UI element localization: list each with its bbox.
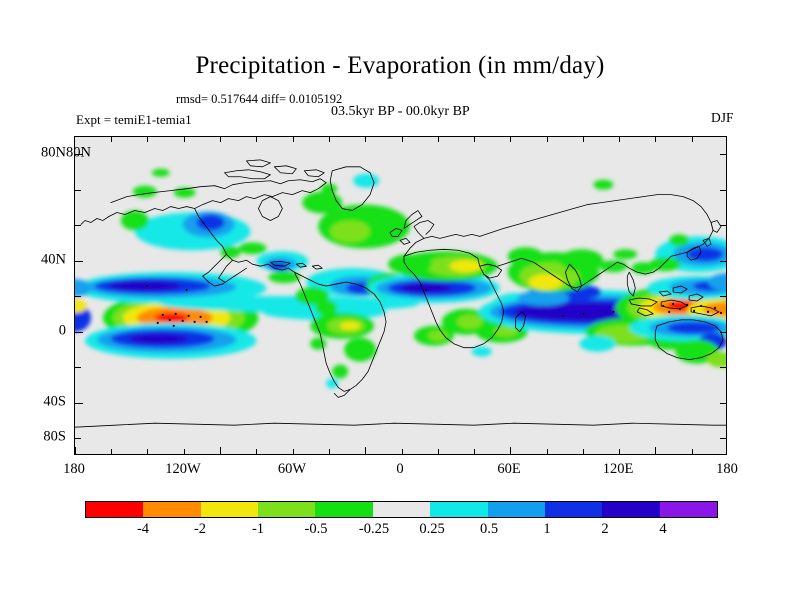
y-tick-right xyxy=(720,154,726,155)
y-tick-right xyxy=(720,438,726,439)
x-tick-top xyxy=(655,137,656,142)
x-tick-minor xyxy=(438,449,439,454)
colorbar-tick-label: -4 xyxy=(136,521,150,537)
x-tick-minor xyxy=(583,449,584,454)
y-tick-major xyxy=(75,154,83,155)
x-tick-top xyxy=(402,137,403,142)
experiment-annotation: Expt = temiE1-temia1 xyxy=(76,112,192,127)
colorbar-band xyxy=(659,502,717,517)
x-tick-minor xyxy=(547,449,548,454)
colorbar-band xyxy=(200,502,259,517)
y-tick-minor xyxy=(75,190,81,191)
y-tick-right xyxy=(720,261,726,262)
x-tick-top xyxy=(147,137,148,142)
x-tick-top xyxy=(184,137,185,142)
colorbar-tick-label: 0.25 xyxy=(419,521,445,537)
season-annotation: DJF xyxy=(711,110,734,125)
y-tick-right xyxy=(720,367,726,368)
x-tick-top xyxy=(293,137,294,142)
y-tick-major xyxy=(75,332,83,333)
x-tick-minor xyxy=(147,449,148,454)
y-tick-major xyxy=(75,403,83,404)
colorbar-band xyxy=(430,502,488,517)
colorbar-band xyxy=(315,502,373,517)
x-axis-label: 120W xyxy=(165,461,201,477)
map-plot-area xyxy=(74,136,727,455)
colorbar xyxy=(85,501,718,518)
x-axis-label: 180 xyxy=(716,461,738,477)
x-axis-label: 0 xyxy=(396,461,404,477)
colorbar-tick-label: -1 xyxy=(251,521,265,537)
x-tick-major xyxy=(75,447,76,454)
x-tick-top xyxy=(111,137,112,142)
x-tick-top xyxy=(329,137,330,142)
x-axis-label: 60W xyxy=(277,461,307,477)
y-tick-right xyxy=(720,225,726,226)
x-tick-minor xyxy=(726,449,727,454)
colorbar-band xyxy=(487,502,545,517)
x-tick-minor xyxy=(692,449,693,454)
x-axis-label: 180 xyxy=(63,461,85,477)
y-tick-right xyxy=(720,190,726,191)
x-tick-minor xyxy=(329,449,330,454)
x-axis-label: 60E xyxy=(497,461,521,477)
y-axis-label: 80S xyxy=(43,428,66,445)
x-tick-major xyxy=(220,447,221,454)
colorbar-band xyxy=(602,502,660,517)
x-tick-minor xyxy=(619,449,620,454)
x-tick-major xyxy=(365,447,366,454)
x-tick-minor xyxy=(293,449,294,454)
x-tick-top xyxy=(474,137,475,142)
x-tick-top xyxy=(220,137,221,142)
colorbar-tick-label: -0.25 xyxy=(358,521,390,537)
rmsd-annotation: rmsd= 0.517644 diff= 0.0105192 xyxy=(176,92,343,106)
x-tick-top xyxy=(510,137,511,142)
colorbar-band xyxy=(258,502,316,517)
figure-title: Precipitation - Evaporation (in mm/day) xyxy=(195,52,605,79)
colorbar-tick-label: 0.5 xyxy=(479,521,499,537)
x-axis-label: 120E xyxy=(602,461,634,477)
x-tick-top xyxy=(547,137,548,142)
x-tick-major xyxy=(655,447,656,454)
colorbar-band xyxy=(372,502,431,517)
y-tick-minor xyxy=(75,367,81,368)
colorbar-band xyxy=(143,502,201,517)
x-tick-top xyxy=(692,137,693,142)
y-axis-label: 40N xyxy=(41,251,66,268)
colorbar-band xyxy=(86,502,144,517)
x-tick-major xyxy=(510,447,511,454)
colorbar-tick-label: 1 xyxy=(543,521,551,537)
x-tick-top xyxy=(583,137,584,142)
colorbar-tick-label: 2 xyxy=(601,521,609,537)
x-tick-minor xyxy=(111,449,112,454)
y-axis-label: 40S xyxy=(43,393,66,410)
y-tick-right xyxy=(720,403,726,404)
x-tick-top xyxy=(256,137,257,142)
period-annotation: 03.5kyr BP - 00.0kyr BP xyxy=(331,104,470,119)
y-axis-label: 80N xyxy=(41,144,66,161)
y-tick-right xyxy=(720,296,726,297)
x-tick-top xyxy=(365,137,366,142)
x-tick-top xyxy=(438,137,439,142)
y-tick-minor xyxy=(75,296,81,297)
y-tick-minor xyxy=(75,225,81,226)
y-tick-minor xyxy=(75,438,81,439)
y-tick-major xyxy=(75,261,83,262)
y-axis-label: 0 xyxy=(58,322,66,339)
anomaly-field xyxy=(75,137,726,454)
x-tick-minor xyxy=(256,449,257,454)
colorbar-band xyxy=(544,502,603,517)
colorbar-tick-label: -0.5 xyxy=(304,521,328,537)
y-tick-right xyxy=(720,332,726,333)
colorbar-tick-label: 4 xyxy=(659,521,667,537)
x-tick-top xyxy=(619,137,620,142)
colorbar-tick-label: -2 xyxy=(193,521,207,537)
x-tick-minor xyxy=(474,449,475,454)
x-tick-minor xyxy=(402,449,403,454)
x-tick-minor xyxy=(184,449,185,454)
